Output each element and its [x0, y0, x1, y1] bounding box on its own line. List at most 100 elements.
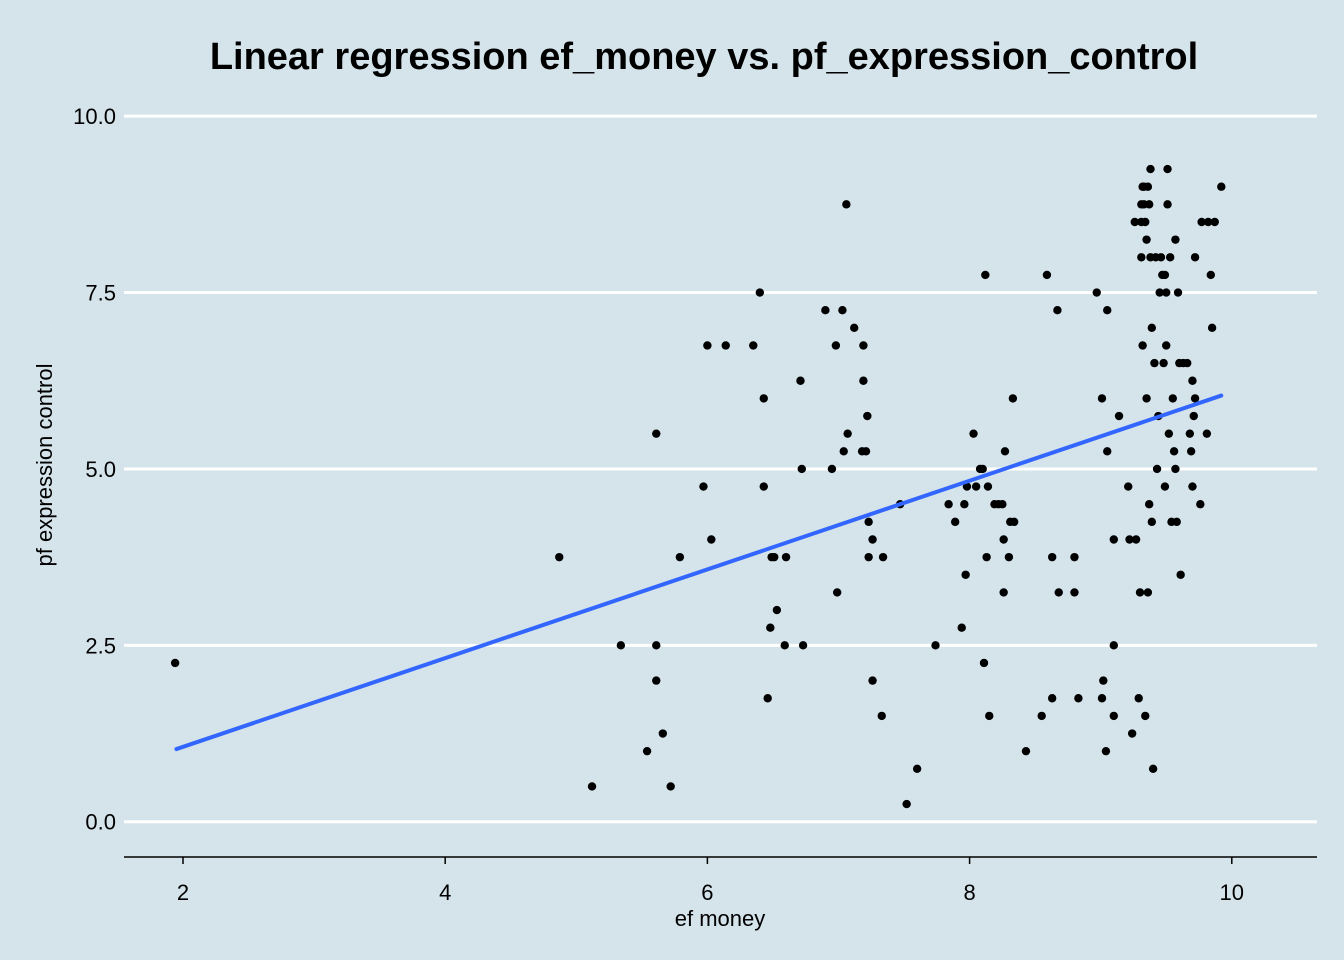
data-point [1097, 394, 1107, 403]
data-point [878, 552, 888, 562]
data-point [1168, 394, 1177, 403]
data-point [998, 500, 1007, 509]
data-point [1092, 288, 1101, 297]
data-point [1163, 164, 1172, 174]
data-point [1137, 253, 1146, 262]
data-point [999, 588, 1008, 597]
data-point [827, 464, 837, 474]
data-point [864, 517, 873, 527]
data-point [1114, 411, 1124, 421]
data-point [1160, 270, 1170, 280]
data-point [1021, 746, 1031, 756]
data-point [1197, 217, 1206, 227]
data-point [642, 746, 652, 756]
y-tick-label: 10.0 [73, 104, 116, 129]
data-point [1189, 411, 1198, 421]
data-point [981, 270, 990, 280]
x-tick-label: 6 [701, 880, 713, 905]
data-point [1004, 552, 1014, 562]
data-point [652, 429, 661, 438]
data-point [770, 552, 779, 562]
data-point [863, 411, 872, 421]
data-point [1147, 517, 1157, 527]
data-point [1142, 235, 1151, 244]
data-point [1109, 711, 1118, 721]
data-point [1190, 253, 1200, 262]
data-point [1172, 517, 1181, 527]
data-point [957, 623, 966, 632]
data-point [982, 552, 991, 562]
x-tick-label: 2 [177, 880, 189, 905]
data-point [902, 799, 911, 809]
data-point [1109, 641, 1118, 650]
data-point [961, 570, 970, 579]
x-tick-label: 4 [439, 880, 451, 905]
data-point [1000, 447, 1010, 456]
data-point [1190, 394, 1200, 403]
data-point [1160, 482, 1170, 491]
data-point [842, 200, 851, 209]
data-point [979, 658, 989, 668]
data-point [1156, 253, 1166, 262]
data-point [1138, 341, 1147, 350]
data-point [1130, 217, 1139, 227]
data-point [831, 341, 841, 350]
data-point [1176, 570, 1185, 579]
data-point [868, 676, 877, 685]
data-point [1152, 464, 1162, 474]
gridlines [124, 114, 1317, 824]
data-point [868, 535, 877, 544]
data-point [766, 623, 775, 632]
data-point [759, 394, 768, 403]
x-tick-label: 10 [1220, 880, 1244, 905]
data-point [838, 305, 847, 315]
data-point [1143, 182, 1153, 191]
data-point [1097, 694, 1107, 703]
data-point [796, 376, 805, 385]
data-point [821, 305, 830, 315]
data-point [944, 500, 953, 509]
y-tick-label: 5.0 [85, 457, 116, 482]
data-point [721, 341, 730, 350]
data-point [859, 376, 868, 385]
y-tick-label: 7.5 [85, 281, 116, 306]
data-point [1074, 694, 1083, 703]
data-point [780, 641, 789, 650]
data-point [859, 341, 868, 350]
data-point [699, 482, 708, 491]
data-point [1171, 464, 1180, 474]
data-point [985, 711, 994, 721]
data-point [587, 782, 597, 791]
data-point [1171, 235, 1180, 244]
data-point [931, 641, 940, 650]
data-point [983, 482, 993, 491]
data-point [839, 447, 848, 456]
data-point [755, 288, 765, 297]
data-point [1135, 588, 1145, 597]
data-point [797, 464, 806, 474]
data-point [703, 341, 712, 350]
data-point [1147, 323, 1157, 333]
data-point [1141, 711, 1150, 721]
data-point [652, 641, 661, 650]
data-point [555, 552, 564, 562]
data-point [798, 641, 808, 650]
data-point [1141, 217, 1150, 227]
data-point [781, 552, 791, 562]
data-point [1054, 588, 1063, 597]
data-point [1047, 694, 1057, 703]
data-point [1099, 676, 1108, 685]
data-point [1037, 711, 1046, 721]
data-point [1186, 447, 1196, 456]
data-point [1009, 517, 1019, 527]
data-point [1103, 305, 1112, 315]
data-point [960, 500, 969, 509]
data-point [1173, 288, 1183, 297]
data-point [658, 729, 668, 738]
data-point [861, 447, 871, 456]
data-point [1053, 305, 1062, 315]
data-point [1150, 358, 1159, 368]
data-point [772, 605, 782, 615]
data-point [1202, 429, 1212, 438]
